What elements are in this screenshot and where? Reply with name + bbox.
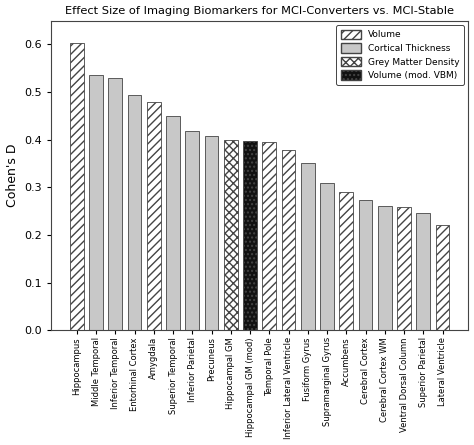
- Bar: [320, 183, 334, 330]
- Bar: [205, 136, 219, 330]
- Bar: [166, 116, 180, 330]
- Bar: [70, 43, 84, 330]
- Bar: [282, 150, 295, 330]
- Bar: [109, 78, 122, 330]
- Bar: [243, 141, 257, 330]
- Bar: [416, 213, 430, 330]
- Bar: [185, 131, 199, 330]
- Bar: [339, 192, 353, 330]
- Bar: [301, 162, 315, 330]
- Bar: [224, 140, 238, 330]
- Bar: [263, 142, 276, 330]
- Bar: [89, 75, 103, 330]
- Bar: [128, 95, 141, 330]
- Bar: [397, 207, 411, 330]
- Title: Effect Size of Imaging Biomarkers for MCI-Converters vs. MCI-Stable: Effect Size of Imaging Biomarkers for MC…: [65, 5, 454, 16]
- Legend: Volume, Cortical Thickness, Grey Matter Density, Volume (mod. VBM): Volume, Cortical Thickness, Grey Matter …: [336, 25, 464, 85]
- Bar: [378, 206, 392, 330]
- Bar: [147, 102, 161, 330]
- Y-axis label: Cohen's D: Cohen's D: [6, 144, 18, 207]
- Bar: [436, 226, 449, 330]
- Bar: [359, 200, 373, 330]
